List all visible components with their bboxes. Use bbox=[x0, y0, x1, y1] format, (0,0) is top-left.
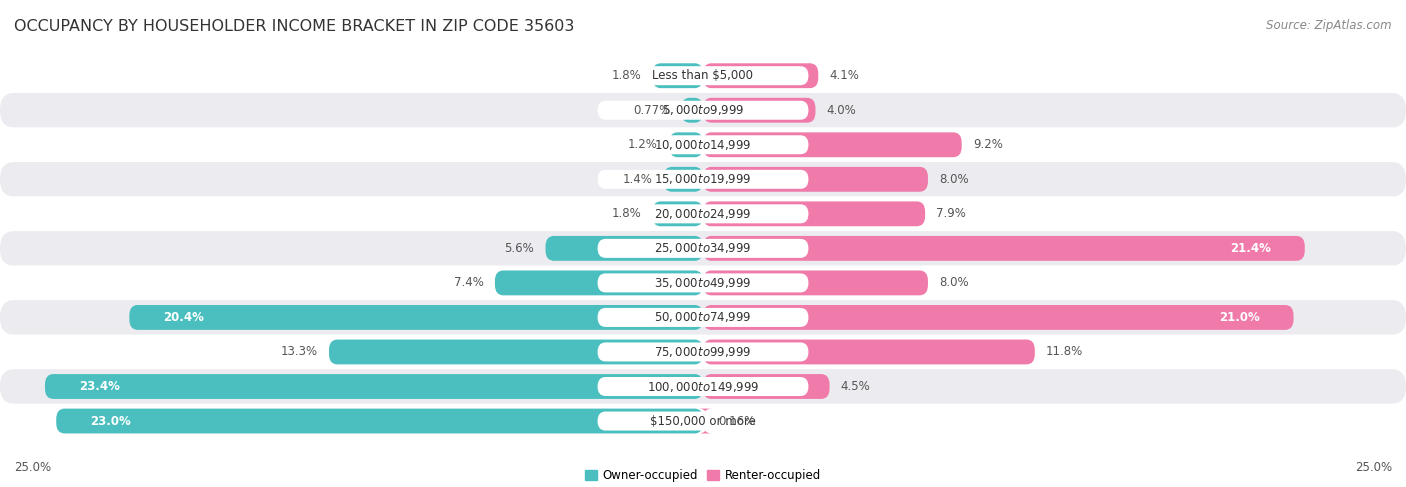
Text: 23.0%: 23.0% bbox=[90, 414, 131, 428]
Text: Source: ZipAtlas.com: Source: ZipAtlas.com bbox=[1267, 19, 1392, 33]
Text: 21.4%: 21.4% bbox=[1230, 242, 1271, 255]
Text: 1.4%: 1.4% bbox=[623, 173, 652, 186]
Text: $20,000 to $24,999: $20,000 to $24,999 bbox=[654, 207, 752, 221]
Text: 23.4%: 23.4% bbox=[79, 380, 120, 393]
FancyBboxPatch shape bbox=[703, 63, 818, 88]
FancyBboxPatch shape bbox=[703, 132, 962, 157]
Text: $15,000 to $19,999: $15,000 to $19,999 bbox=[654, 172, 752, 187]
FancyBboxPatch shape bbox=[598, 342, 808, 361]
Text: 25.0%: 25.0% bbox=[1355, 461, 1392, 474]
FancyBboxPatch shape bbox=[598, 412, 808, 431]
FancyBboxPatch shape bbox=[56, 409, 703, 433]
Text: 0.16%: 0.16% bbox=[718, 414, 756, 428]
FancyBboxPatch shape bbox=[598, 170, 808, 189]
FancyBboxPatch shape bbox=[598, 135, 808, 154]
Text: $50,000 to $74,999: $50,000 to $74,999 bbox=[654, 310, 752, 324]
Text: $25,000 to $34,999: $25,000 to $34,999 bbox=[654, 242, 752, 255]
FancyBboxPatch shape bbox=[0, 300, 1406, 335]
FancyBboxPatch shape bbox=[669, 132, 703, 157]
Text: $5,000 to $9,999: $5,000 to $9,999 bbox=[662, 103, 744, 117]
Text: $10,000 to $14,999: $10,000 to $14,999 bbox=[654, 138, 752, 152]
FancyBboxPatch shape bbox=[45, 374, 703, 399]
FancyBboxPatch shape bbox=[0, 404, 1406, 438]
FancyBboxPatch shape bbox=[703, 98, 815, 123]
FancyBboxPatch shape bbox=[664, 167, 703, 192]
Text: $75,000 to $99,999: $75,000 to $99,999 bbox=[654, 345, 752, 359]
FancyBboxPatch shape bbox=[703, 374, 830, 399]
FancyBboxPatch shape bbox=[598, 308, 808, 327]
Legend: Owner-occupied, Renter-occupied: Owner-occupied, Renter-occupied bbox=[585, 469, 821, 482]
Text: 7.4%: 7.4% bbox=[454, 277, 484, 289]
FancyBboxPatch shape bbox=[699, 409, 711, 433]
FancyBboxPatch shape bbox=[0, 231, 1406, 265]
Text: $150,000 or more: $150,000 or more bbox=[650, 414, 756, 428]
Text: 1.8%: 1.8% bbox=[612, 207, 641, 220]
Text: 5.6%: 5.6% bbox=[505, 242, 534, 255]
FancyBboxPatch shape bbox=[598, 205, 808, 224]
FancyBboxPatch shape bbox=[682, 98, 703, 123]
Text: 1.2%: 1.2% bbox=[628, 138, 658, 151]
FancyBboxPatch shape bbox=[703, 339, 1035, 364]
FancyBboxPatch shape bbox=[703, 305, 1294, 330]
Text: 9.2%: 9.2% bbox=[973, 138, 1002, 151]
FancyBboxPatch shape bbox=[652, 202, 703, 226]
FancyBboxPatch shape bbox=[703, 270, 928, 295]
Text: 8.0%: 8.0% bbox=[939, 277, 969, 289]
Text: 7.9%: 7.9% bbox=[936, 207, 966, 220]
Text: 0.77%: 0.77% bbox=[633, 104, 671, 117]
FancyBboxPatch shape bbox=[495, 270, 703, 295]
FancyBboxPatch shape bbox=[598, 273, 808, 292]
Text: $35,000 to $49,999: $35,000 to $49,999 bbox=[654, 276, 752, 290]
FancyBboxPatch shape bbox=[129, 305, 703, 330]
Text: 25.0%: 25.0% bbox=[14, 461, 51, 474]
FancyBboxPatch shape bbox=[703, 236, 1305, 261]
FancyBboxPatch shape bbox=[0, 369, 1406, 404]
Text: 13.3%: 13.3% bbox=[281, 345, 318, 358]
FancyBboxPatch shape bbox=[703, 167, 928, 192]
Text: 11.8%: 11.8% bbox=[1046, 345, 1083, 358]
Text: 1.8%: 1.8% bbox=[612, 69, 641, 82]
FancyBboxPatch shape bbox=[703, 202, 925, 226]
Text: 4.1%: 4.1% bbox=[830, 69, 859, 82]
Text: OCCUPANCY BY HOUSEHOLDER INCOME BRACKET IN ZIP CODE 35603: OCCUPANCY BY HOUSEHOLDER INCOME BRACKET … bbox=[14, 19, 575, 35]
FancyBboxPatch shape bbox=[598, 377, 808, 396]
FancyBboxPatch shape bbox=[0, 93, 1406, 128]
FancyBboxPatch shape bbox=[0, 162, 1406, 197]
Text: 20.4%: 20.4% bbox=[163, 311, 204, 324]
Text: 4.5%: 4.5% bbox=[841, 380, 870, 393]
FancyBboxPatch shape bbox=[598, 101, 808, 120]
FancyBboxPatch shape bbox=[0, 58, 1406, 93]
FancyBboxPatch shape bbox=[598, 239, 808, 258]
Text: Less than $5,000: Less than $5,000 bbox=[652, 69, 754, 82]
Text: 4.0%: 4.0% bbox=[827, 104, 856, 117]
Text: $100,000 to $149,999: $100,000 to $149,999 bbox=[647, 379, 759, 393]
FancyBboxPatch shape bbox=[329, 339, 703, 364]
FancyBboxPatch shape bbox=[546, 236, 703, 261]
FancyBboxPatch shape bbox=[598, 66, 808, 85]
FancyBboxPatch shape bbox=[0, 197, 1406, 231]
FancyBboxPatch shape bbox=[0, 128, 1406, 162]
FancyBboxPatch shape bbox=[0, 265, 1406, 300]
Text: 8.0%: 8.0% bbox=[939, 173, 969, 186]
Text: 21.0%: 21.0% bbox=[1219, 311, 1260, 324]
FancyBboxPatch shape bbox=[0, 335, 1406, 369]
FancyBboxPatch shape bbox=[652, 63, 703, 88]
